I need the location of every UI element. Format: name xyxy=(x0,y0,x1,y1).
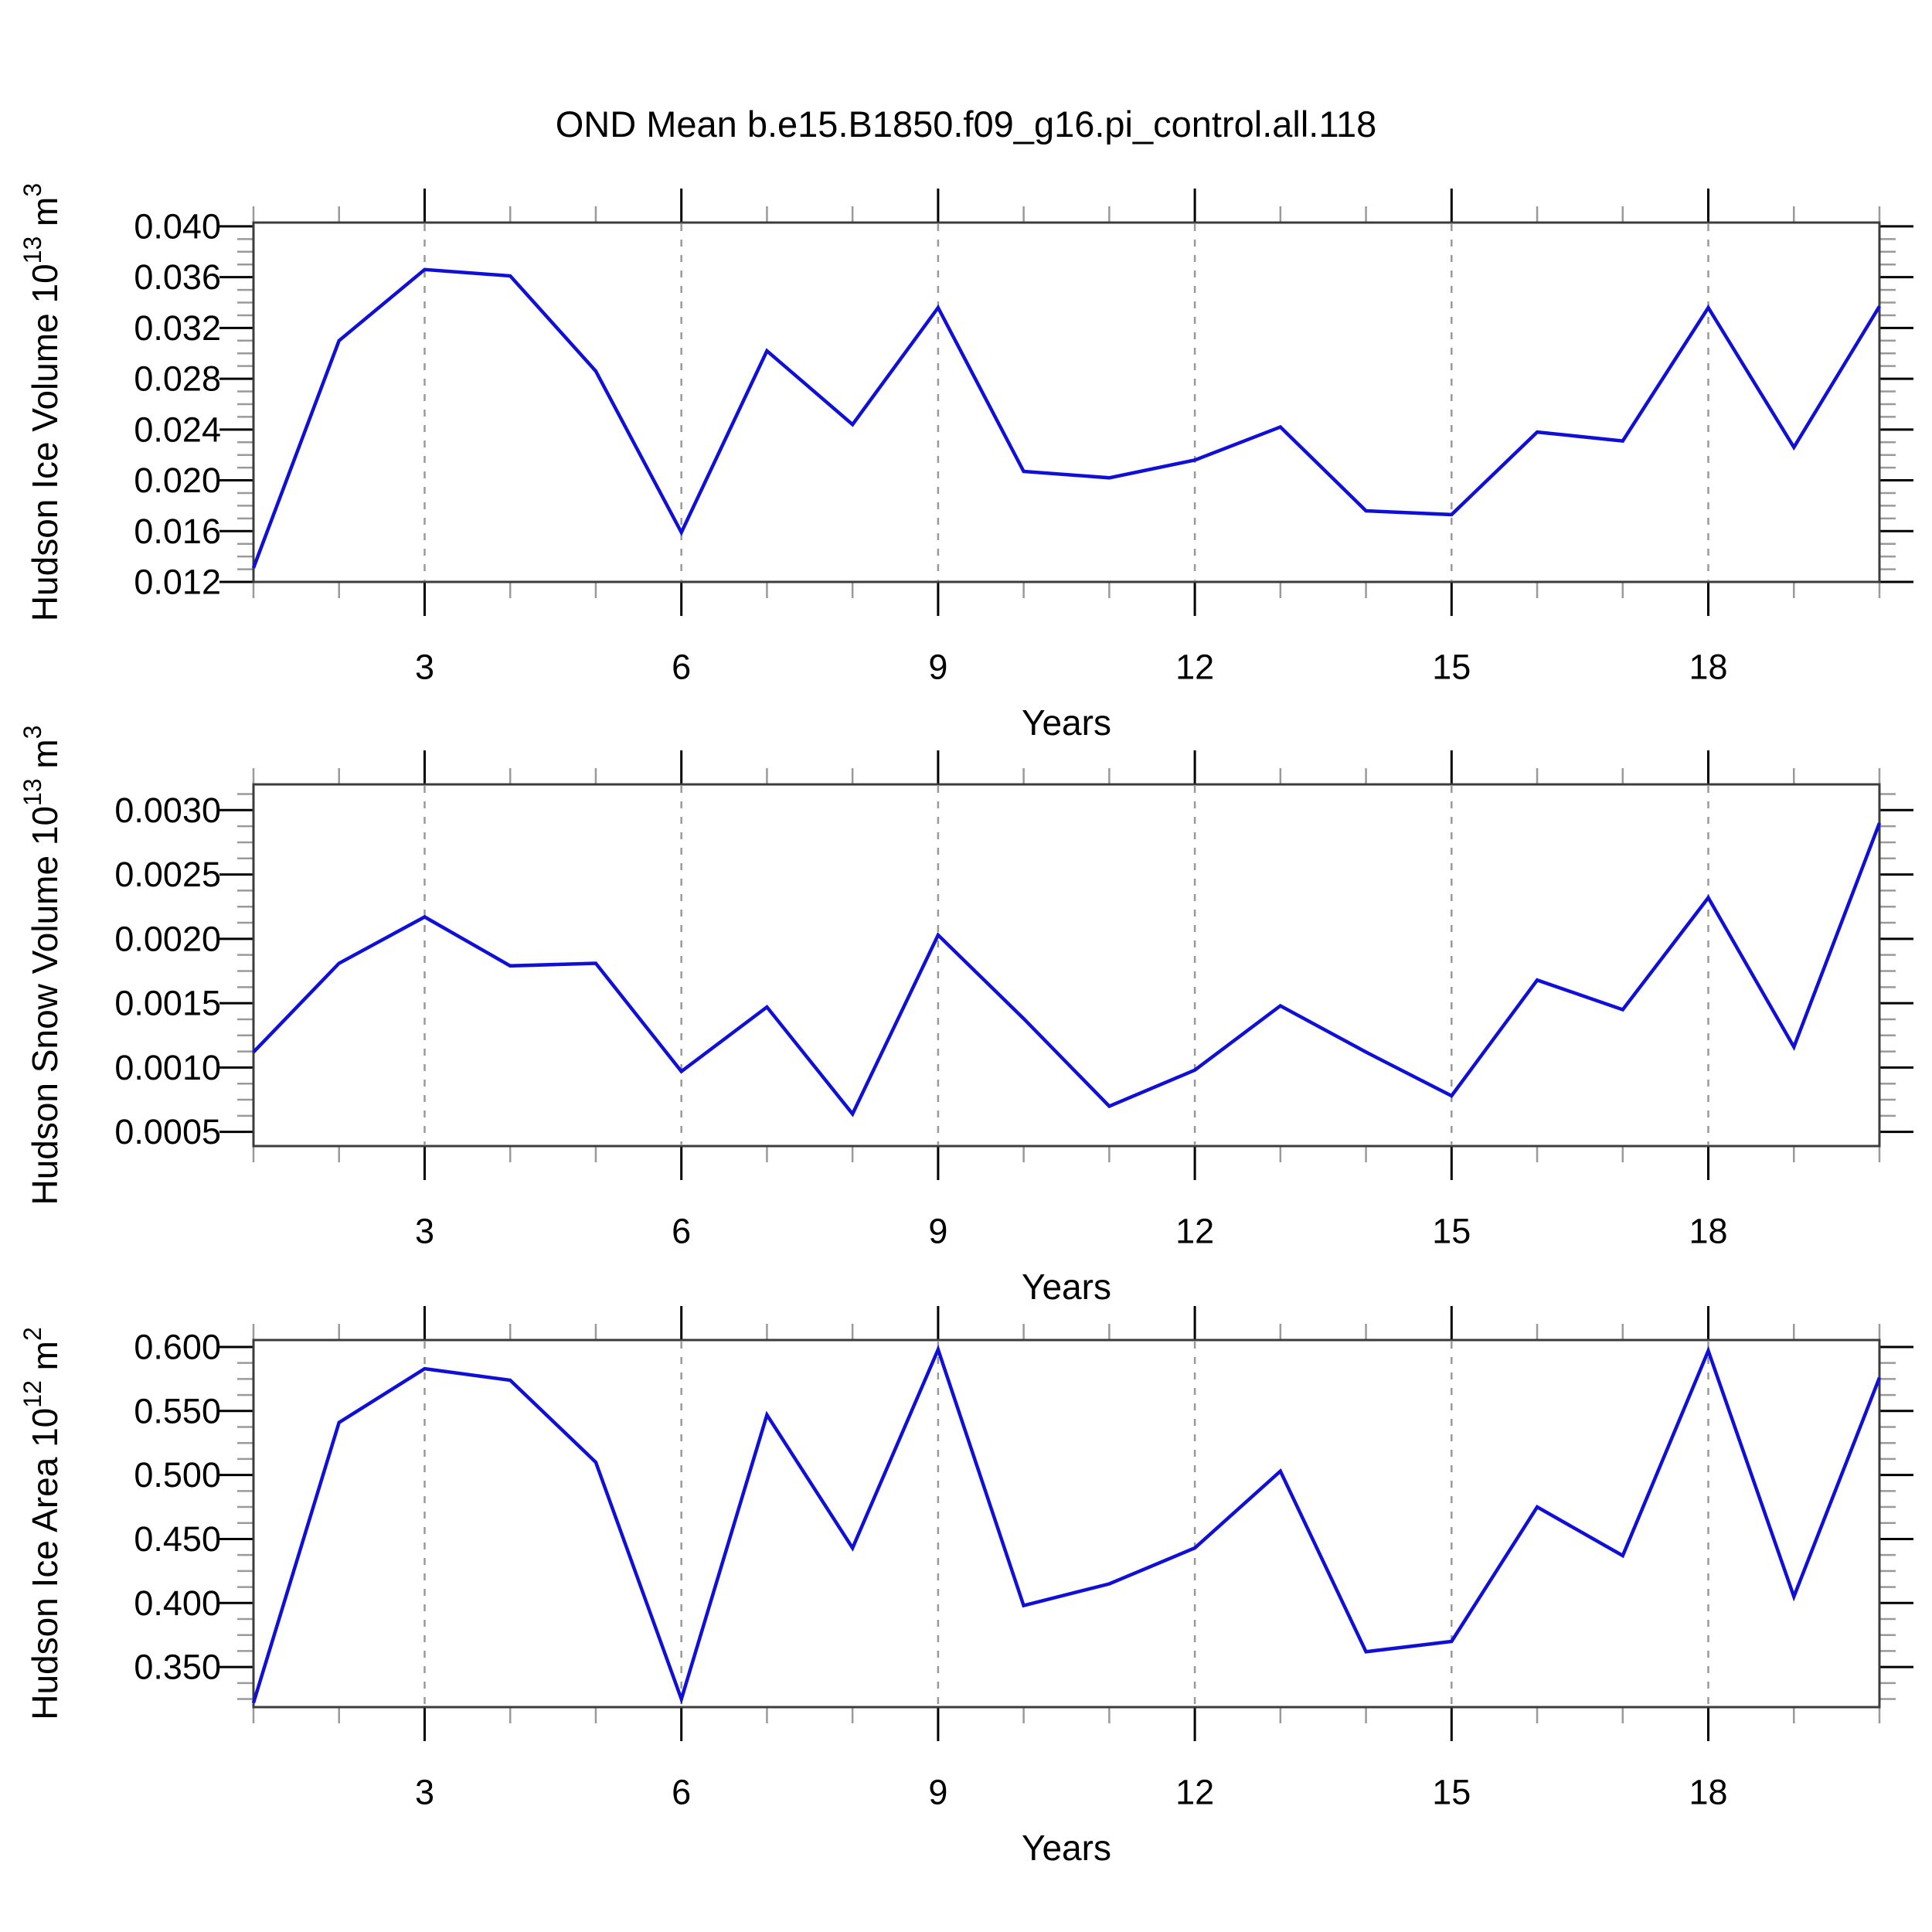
y-tick-label: 0.0020 xyxy=(114,919,221,958)
y-tick-label: 0.0030 xyxy=(114,791,221,830)
y-tick-label: 0.036 xyxy=(134,257,221,297)
x-tick-label: 15 xyxy=(1432,1212,1471,1251)
x-axis-title: Years xyxy=(1022,1267,1111,1307)
x-tick-label: 18 xyxy=(1689,648,1727,687)
x-tick-label: 18 xyxy=(1689,1773,1727,1812)
y-tick-label: 0.016 xyxy=(134,512,221,551)
x-tick-label: 3 xyxy=(415,1773,434,1812)
x-tick-label: 15 xyxy=(1432,648,1471,687)
figure-title: OND Mean b.e15.B1850.f09_g16.pi_control.… xyxy=(555,104,1377,145)
x-axis-title: Years xyxy=(1022,1828,1111,1868)
y-axis-title: Hudson Ice Area 1012 m2 xyxy=(19,1327,65,1720)
y-tick-label: 0.0025 xyxy=(114,855,221,894)
series-line xyxy=(251,1344,1882,1705)
plot-frame xyxy=(252,1338,1881,1709)
x-tick-label: 3 xyxy=(415,648,434,687)
x-tick-label: 9 xyxy=(928,1212,947,1251)
y-tick-label: 0.0010 xyxy=(114,1048,221,1087)
x-tick-label: 6 xyxy=(672,1773,691,1812)
y-tick-label: 0.500 xyxy=(134,1455,221,1495)
x-tick-label: 6 xyxy=(672,1212,691,1251)
y-tick-label: 0.020 xyxy=(134,461,221,500)
y-tick-label: 0.024 xyxy=(134,410,221,449)
x-tick-label: 12 xyxy=(1175,1773,1214,1812)
y-tick-label: 0.450 xyxy=(134,1519,221,1559)
x-tick-label: 9 xyxy=(928,1773,947,1812)
y-axis-title: Hudson Snow Volume 1013 m3 xyxy=(19,725,65,1205)
y-tick-label: 0.350 xyxy=(134,1648,221,1687)
y-tick-label: 0.400 xyxy=(134,1583,221,1623)
y-tick-label: 0.0005 xyxy=(114,1112,221,1151)
panel-hudson-ice-volume: 0.012 0.016 0.020 0.024 0.028 0.032 0.036 0.040… xyxy=(19,183,1913,743)
x-tick-label: 12 xyxy=(1175,1212,1214,1251)
y-tick-label: 0.550 xyxy=(134,1391,221,1430)
panel-hudson-snow-volume: 0.0005 0.0010 0.0015 0.0020 0.0025 0.0030 3 6 9 1… xyxy=(19,725,1913,1307)
y-tick-label: 0.032 xyxy=(134,308,221,348)
y-axis-title: Hudson Ice Volume 1013 m3 xyxy=(19,183,65,621)
y-tick-label: 0.600 xyxy=(134,1327,221,1366)
x-tick-label: 9 xyxy=(928,648,947,687)
x-tick-label: 3 xyxy=(415,1212,434,1251)
series-line xyxy=(251,267,1881,569)
plot-frame xyxy=(252,221,1881,583)
y-tick-label: 0.0015 xyxy=(114,984,221,1023)
x-tick-label: 12 xyxy=(1175,648,1214,687)
y-tick-label: 0.040 xyxy=(134,206,221,246)
x-tick-label: 15 xyxy=(1432,1773,1471,1812)
plot-frame xyxy=(252,783,1881,1148)
x-tick-label: 6 xyxy=(672,648,691,687)
y-tick-label: 0.012 xyxy=(134,563,221,602)
x-axis-title: Years xyxy=(1022,702,1111,743)
panel-hudson-ice-area: 0.350 0.400 0.450 0.500 0.550 0.600 3 6 9 12 15 18 Y… xyxy=(19,1306,1913,1868)
y-tick-label: 0.028 xyxy=(134,359,221,399)
x-tick-label: 18 xyxy=(1689,1212,1727,1251)
series-line xyxy=(252,822,1882,1117)
